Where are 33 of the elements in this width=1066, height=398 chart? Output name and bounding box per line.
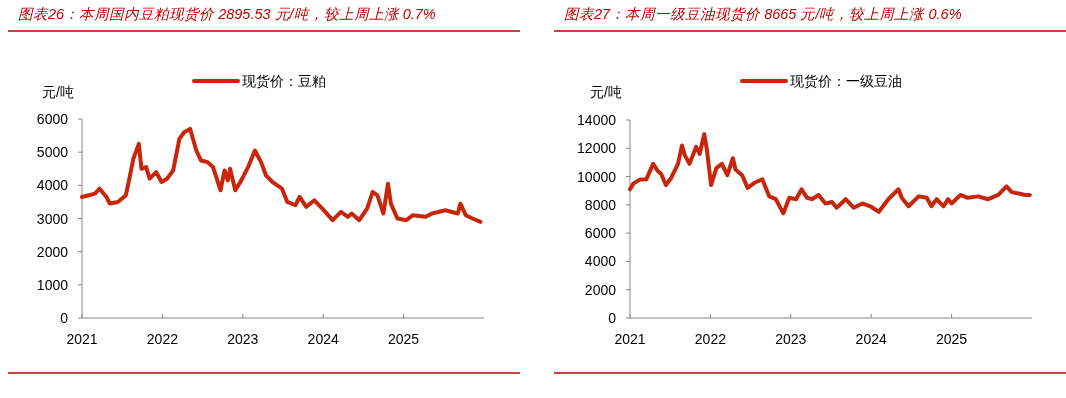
- y-axis-title: 元/吨: [42, 84, 74, 100]
- y-tick-label: 1000: [36, 276, 69, 293]
- line-series: [80, 126, 483, 224]
- x-tick-label: 2022: [146, 331, 179, 347]
- x-tick-label: 2021: [66, 331, 98, 347]
- y-tick-label: 3000: [36, 210, 69, 227]
- y-tick-label: 6000: [36, 111, 69, 127]
- y-tick-label: 0: [608, 310, 617, 326]
- x-tick-label: 2025: [388, 331, 420, 347]
- legend-label: 现货价：豆粕: [242, 73, 326, 89]
- y-tick-label: 10000: [577, 168, 617, 185]
- y-axis-title: 元/吨: [590, 84, 622, 100]
- x-tick-label: 2024: [307, 331, 339, 347]
- y-tick-label: 2000: [584, 281, 617, 298]
- y-tick-label: 0: [60, 310, 69, 326]
- x-tick-label: 2023: [775, 331, 807, 347]
- x-tick-label: 2023: [227, 331, 259, 347]
- y-tick-label: 8000: [584, 196, 617, 213]
- chart-title: 图表27：本周一级豆油现货价 8665 元/吨，较上周上涨 0.6%: [564, 6, 962, 22]
- line-series: [628, 132, 1032, 216]
- y-tick-label: 6000: [584, 225, 617, 242]
- legend-label: 现货价：一级豆油: [790, 73, 902, 89]
- y-tick-label: 12000: [577, 140, 617, 157]
- y-tick-label: 5000: [36, 144, 69, 161]
- y-tick-label: 2000: [36, 243, 69, 260]
- chart-title: 图表26：本周国内豆粕现货价 2895.53 元/吨，较上周上涨 0.7%: [18, 6, 436, 22]
- y-tick-label: 14000: [577, 112, 617, 128]
- x-tick-label: 2024: [855, 331, 887, 347]
- y-tick-label: 4000: [36, 177, 69, 194]
- y-tick-label: 4000: [584, 253, 617, 270]
- x-tick-label: 2022: [694, 331, 727, 347]
- x-tick-label: 2021: [614, 331, 646, 347]
- x-tick-label: 2025: [936, 331, 968, 347]
